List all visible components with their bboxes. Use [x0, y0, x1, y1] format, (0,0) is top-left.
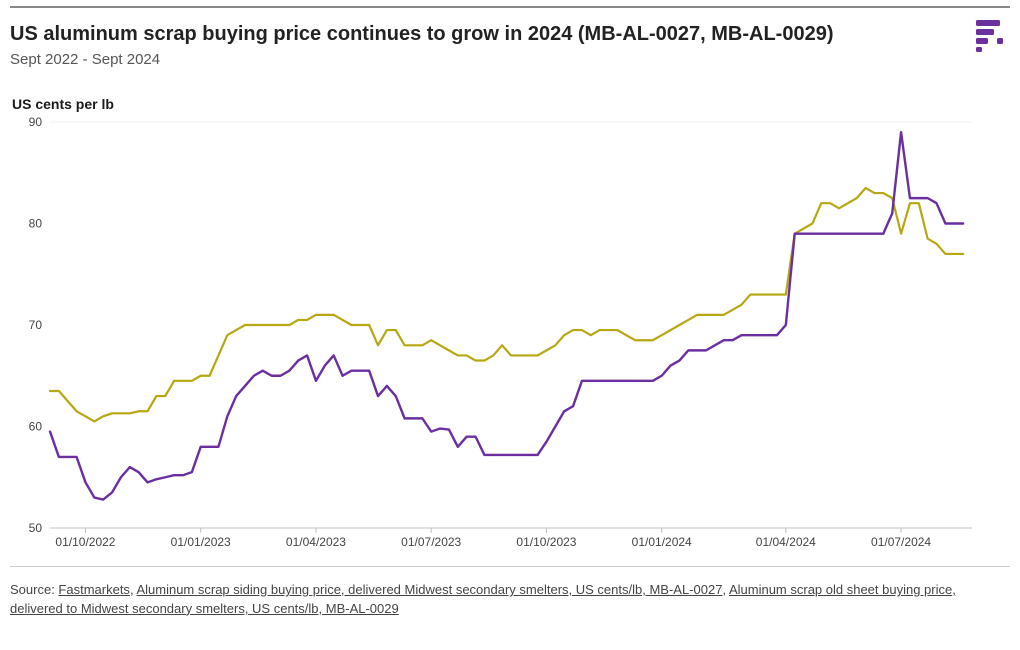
svg-text:50: 50 — [29, 521, 43, 535]
series-line — [50, 132, 963, 499]
source-link[interactable]: Fastmarkets — [58, 582, 130, 597]
top-divider — [10, 6, 1010, 8]
footer-divider — [10, 566, 1010, 567]
svg-text:01/04/2023: 01/04/2023 — [286, 535, 346, 549]
svg-text:01/07/2023: 01/07/2023 — [401, 535, 461, 549]
chart-subtitle: Sept 2022 - Sept 2024 — [10, 51, 1010, 68]
svg-text:01/10/2023: 01/10/2023 — [516, 535, 576, 549]
source-prefix: Source: — [10, 582, 58, 597]
svg-text:70: 70 — [29, 318, 43, 332]
svg-text:80: 80 — [29, 217, 43, 231]
series-line — [50, 188, 963, 421]
svg-text:01/01/2024: 01/01/2024 — [632, 535, 692, 549]
svg-text:90: 90 — [29, 116, 43, 129]
chart-title: US aluminum scrap buying price continues… — [10, 22, 1010, 47]
svg-text:01/04/2024: 01/04/2024 — [756, 535, 816, 549]
source-link[interactable]: Aluminum scrap siding buying price, deli… — [136, 582, 722, 597]
svg-text:01/07/2024: 01/07/2024 — [871, 535, 931, 549]
y-axis-label: US cents per lb — [12, 96, 1010, 112]
line-chart: 50 60 70 80 90 01/10/2022 01/01/2023 01/04/2023… — [10, 116, 1010, 556]
svg-text:60: 60 — [29, 420, 43, 434]
svg-text:01/01/2023: 01/01/2023 — [171, 535, 231, 549]
source-attribution: Source: Fastmarkets, Aluminum scrap sidi… — [10, 581, 1010, 619]
svg-text:01/10/2022: 01/10/2022 — [55, 535, 115, 549]
fastmarkets-logo-icon — [976, 20, 1006, 52]
